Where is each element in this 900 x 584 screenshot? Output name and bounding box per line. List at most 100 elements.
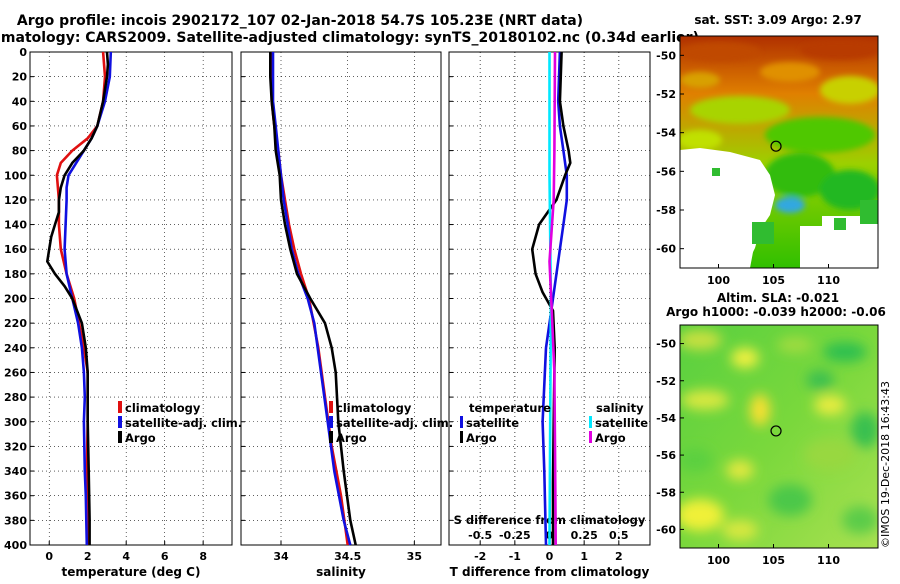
figure-title-line2: Climatology: CARS2009. Satellite-adjuste… [0, 30, 699, 46]
map-y-tick-label: -56 [656, 449, 676, 462]
y-tick-label: 260 [4, 366, 27, 379]
series-line-argo [268, 52, 357, 546]
sst-argo-location-marker [770, 140, 782, 152]
sla-map-image [680, 325, 878, 548]
x-tick-label: 0 [45, 550, 53, 563]
difference-legend: temperature satellite Argo salinity sate… [460, 401, 648, 445]
x-axis-label: temperature (deg C) [62, 565, 201, 579]
secondary-x-tick-label: -0.25 [499, 529, 531, 542]
y-tick-label: 280 [4, 391, 27, 404]
legend-title-salinity: salinity [596, 401, 644, 415]
sla-map-frame [679, 324, 879, 549]
legend-swatch-climatology [118, 401, 122, 413]
series-line-temperature-satellite [541, 51, 569, 546]
map-y-tick-label: -54 [656, 127, 676, 140]
map-x-tick-label: 105 [762, 554, 785, 567]
x-tick-label: 35 [407, 550, 422, 563]
y-tick-label: 300 [4, 416, 27, 429]
salinity-profile-panel: 34 34.5 35 salinity [240, 51, 442, 579]
sla-map-axes: -50 -52 -54 -56 -58 -60 100 105 110 [656, 338, 840, 567]
series-line-argo [45, 51, 110, 545]
legend-swatch-satellite-clim [118, 416, 122, 428]
y-tick-label: 140 [4, 219, 27, 232]
legend-label-argo: Argo [125, 431, 156, 445]
y-tick-label: 80 [12, 145, 28, 158]
y-tick-label: 0 [19, 46, 27, 59]
x-tick-label: -1 [509, 550, 521, 563]
sla-map-subtitle: Argo h1000: -0.039 h2000: -0.06 [666, 305, 886, 319]
legend-label-temp-argo: Argo [466, 431, 497, 445]
legend-swatch-satellite-clim [329, 416, 333, 428]
y-tick-label: 20 [12, 71, 28, 84]
salinity-legend: climatology satellite-adj. clim. Argo [329, 401, 453, 445]
legend-label-satellite-clim: satellite-adj. clim. [336, 416, 453, 430]
x-tick-label: -2 [474, 550, 486, 563]
map-x-tick-label: 100 [707, 554, 730, 567]
map-y-tick-label: -60 [656, 523, 676, 536]
y-tick-label: 100 [4, 169, 27, 182]
legend-swatch-climatology [329, 401, 333, 413]
x-tick-label: 34 [273, 550, 289, 563]
legend-swatch-argo [329, 431, 333, 443]
series-line-salinity-argo [548, 51, 557, 546]
legend-swatch-argo [118, 431, 122, 443]
legend-swatch-temp-argo [460, 431, 463, 443]
y-tick-label: 360 [4, 490, 27, 503]
legend-swatch-sal-argo [589, 431, 592, 443]
x-tick-label: 6 [161, 550, 169, 563]
map-x-tick-label: 105 [762, 274, 785, 287]
legend-label-satellite-clim: satellite-adj. clim. [125, 416, 242, 430]
y-tick-label: 240 [4, 342, 27, 355]
map-y-tick-label: -50 [656, 338, 676, 351]
x-axis-label: T difference from climatology [450, 565, 650, 579]
y-tick-label: 40 [12, 95, 28, 108]
temperature-profile-panel: 0204060801001201401601802002202402602803… [4, 46, 233, 579]
secondary-x-tick-label: 0.5 [609, 529, 629, 542]
figure-title-line1: Argo profile: incois 2902172_107 02-Jan-… [17, 13, 583, 29]
temperature-legend: climatology satellite-adj. clim. Argo [118, 401, 242, 445]
legend-label-temp-satellite: satellite [466, 416, 519, 430]
sla-map-title: Altim. SLA: -0.021 [717, 291, 839, 305]
y-tick-label: 200 [4, 293, 27, 306]
y-tick-label: 180 [4, 268, 27, 281]
y-tick-label: 340 [4, 465, 27, 478]
legend-label-argo: Argo [336, 431, 367, 445]
map-x-tick-label: 100 [707, 274, 730, 287]
map-y-tick-label: -60 [656, 243, 676, 256]
imos-credit: ©IMOS 19-Dec-2018 16:43:43 [879, 381, 892, 548]
map-y-tick-label: -58 [656, 204, 676, 217]
x-tick-label: 2 [84, 550, 92, 563]
map-y-tick-label: -52 [656, 88, 676, 101]
map-x-tick-label: 110 [817, 554, 840, 567]
legend-label-climatology: climatology [125, 401, 201, 415]
legend-label-sal-argo: Argo [595, 431, 626, 445]
legend-label-sal-satellite: satellite [595, 416, 648, 430]
secondary-x-tick-label: -0.5 [468, 529, 492, 542]
x-tick-label: 4 [122, 550, 130, 563]
map-y-tick-label: -52 [656, 375, 676, 388]
x-axis-label: salinity [316, 565, 366, 579]
sst-map-image [680, 36, 878, 268]
x-tick-label: 0 [546, 550, 554, 563]
sla-argo-location-marker [770, 425, 782, 437]
y-tick-label: 160 [4, 243, 27, 256]
y-tick-label: 60 [12, 120, 28, 133]
x-tick-label: 2 [615, 550, 623, 563]
series-line-satellite-adj-clim- [271, 52, 352, 546]
legend-swatch-temp-satellite [460, 416, 463, 428]
map-y-tick-label: -50 [656, 49, 676, 62]
x-tick-label: 8 [199, 550, 207, 563]
y-tick-label: 400 [4, 539, 27, 552]
legend-label-climatology: climatology [336, 401, 412, 415]
sst-map-axes: -50 -52 -54 -56 -58 -60 100 105 110 [656, 49, 840, 287]
y-tick-label: 220 [4, 317, 27, 330]
sst-map-frame [679, 35, 879, 269]
map-y-tick-label: -54 [656, 412, 676, 425]
secondary-x-tick-label: 0.25 [571, 529, 598, 542]
legend-title-temperature: temperature [469, 401, 551, 415]
y-tick-label: 380 [4, 514, 27, 527]
sst-map-title: sat. SST: 3.09 Argo: 2.97 [694, 13, 861, 27]
y-tick-label: 120 [4, 194, 27, 207]
